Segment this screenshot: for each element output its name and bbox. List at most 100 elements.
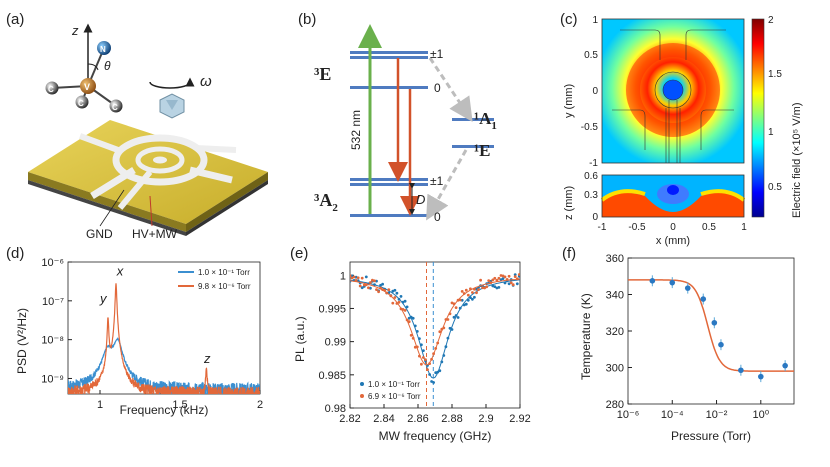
tick-label: 10⁻² <box>706 409 728 421</box>
tick-label: 1 <box>340 270 346 282</box>
x-axis-label: Frequency (kHz) <box>120 403 209 417</box>
legend-entry: 1.0 × 10⁻¹ Torr <box>198 268 250 277</box>
tick-label: 10⁻⁶ <box>617 409 640 421</box>
tick-label: 360 <box>606 253 624 265</box>
data-point <box>350 274 352 277</box>
level-1A1 <box>452 118 494 121</box>
splitting-label: D <box>416 192 425 207</box>
data-point <box>403 309 407 312</box>
data-point <box>375 288 378 291</box>
tick-label: 0.3 <box>584 190 598 201</box>
panel-b-label: (b) <box>298 11 316 28</box>
peak-label: z <box>203 351 211 366</box>
psd-series-line <box>68 283 260 394</box>
data-point <box>432 381 435 384</box>
carbon-atom <box>75 95 89 109</box>
y-axis-label: Temperature (K) <box>579 293 593 380</box>
data-point <box>409 333 413 337</box>
tick-label: 0.985 <box>318 370 346 382</box>
state-3E: ³E <box>314 64 331 84</box>
data-point <box>477 288 480 291</box>
legend-entry: 9.8 × 10⁻⁶ Torr <box>198 282 251 291</box>
tick-label: 10⁻⁹ <box>41 373 64 385</box>
data-point <box>460 290 464 293</box>
rotation-arrow-icon <box>149 77 195 89</box>
state-1E: ¹E <box>474 141 490 160</box>
data-point <box>495 278 499 282</box>
carbon-atom <box>45 81 59 95</box>
tick-label: 10⁻⁶ <box>41 257 64 269</box>
carbon-atom <box>109 99 123 113</box>
tick-label: 280 <box>606 399 624 411</box>
svg-text:C: C <box>48 85 54 94</box>
data-point <box>360 276 364 280</box>
legend-entry: 1.0 × 10⁻¹ Torr <box>368 380 420 389</box>
data-point <box>473 295 476 299</box>
data-point <box>497 276 501 280</box>
data-point <box>411 316 415 320</box>
tick-label: -0.5 <box>581 122 599 133</box>
z-axis-label: z <box>71 23 79 38</box>
gnd-label: GND <box>86 227 113 241</box>
data-point <box>491 278 495 282</box>
data-point <box>397 300 401 304</box>
data-point <box>358 284 362 288</box>
level-3A2-plus1 <box>350 178 428 181</box>
tick-label: -1 <box>598 222 607 233</box>
tick-label: 0.6 <box>584 171 598 182</box>
hvmw-label: HV+MW <box>132 227 178 241</box>
fit-line <box>350 279 520 379</box>
pump-label: 532 nm <box>349 110 363 150</box>
data-point <box>367 286 370 290</box>
data-point <box>405 305 409 309</box>
data-point <box>464 302 468 306</box>
svg-text:C: C <box>112 103 118 112</box>
tick-label: 1 <box>768 127 774 138</box>
data-point <box>493 276 497 280</box>
tick-label: 2.92 <box>509 413 530 425</box>
tick-label: 300 <box>606 363 624 375</box>
tick-label: 340 <box>606 290 624 302</box>
data-point <box>515 282 519 286</box>
data-point <box>424 358 427 361</box>
tick-label: 0.98 <box>325 403 346 415</box>
data-point <box>373 279 376 283</box>
tick-label: 2.9 <box>478 413 493 425</box>
tick-label: 1 <box>97 399 103 411</box>
data-point <box>471 297 474 301</box>
data-point <box>466 293 470 297</box>
peak-label: y <box>99 291 108 306</box>
data-point <box>782 362 788 369</box>
tick-label: -1 <box>589 158 598 169</box>
x-axis-label: x (mm) <box>656 235 690 247</box>
tick-label: 0 <box>592 212 598 223</box>
tick-label: 2.84 <box>373 413 394 425</box>
svg-text:N: N <box>100 45 106 54</box>
data-point <box>471 291 474 294</box>
data-point <box>452 315 456 319</box>
z-axis-label: z (mm) <box>563 186 575 220</box>
data-point <box>758 373 764 380</box>
data-point <box>493 285 497 288</box>
data-point <box>684 285 691 291</box>
data-point <box>509 281 513 285</box>
tick-label: 0.99 <box>325 337 346 349</box>
data-point <box>649 278 656 284</box>
state-1A1: ¹A1 <box>474 109 497 132</box>
panel-f-label: (f) <box>562 245 576 262</box>
isc-arrow <box>428 57 473 122</box>
data-point <box>700 296 707 302</box>
panel-d-label: (d) <box>6 245 24 262</box>
fit-line <box>350 278 520 366</box>
data-point <box>381 282 384 286</box>
tick-label: 0.5 <box>768 182 782 193</box>
state-3A2: ³A2 <box>314 190 338 214</box>
data-point <box>479 278 482 282</box>
x-axis-label: Pressure (Torr) <box>671 429 751 443</box>
data-point <box>446 318 450 321</box>
level-3A2-zero <box>350 214 428 217</box>
tick-label: 0.5 <box>702 222 716 233</box>
tick-label: 1.5 <box>768 69 782 80</box>
data-point <box>399 295 403 298</box>
